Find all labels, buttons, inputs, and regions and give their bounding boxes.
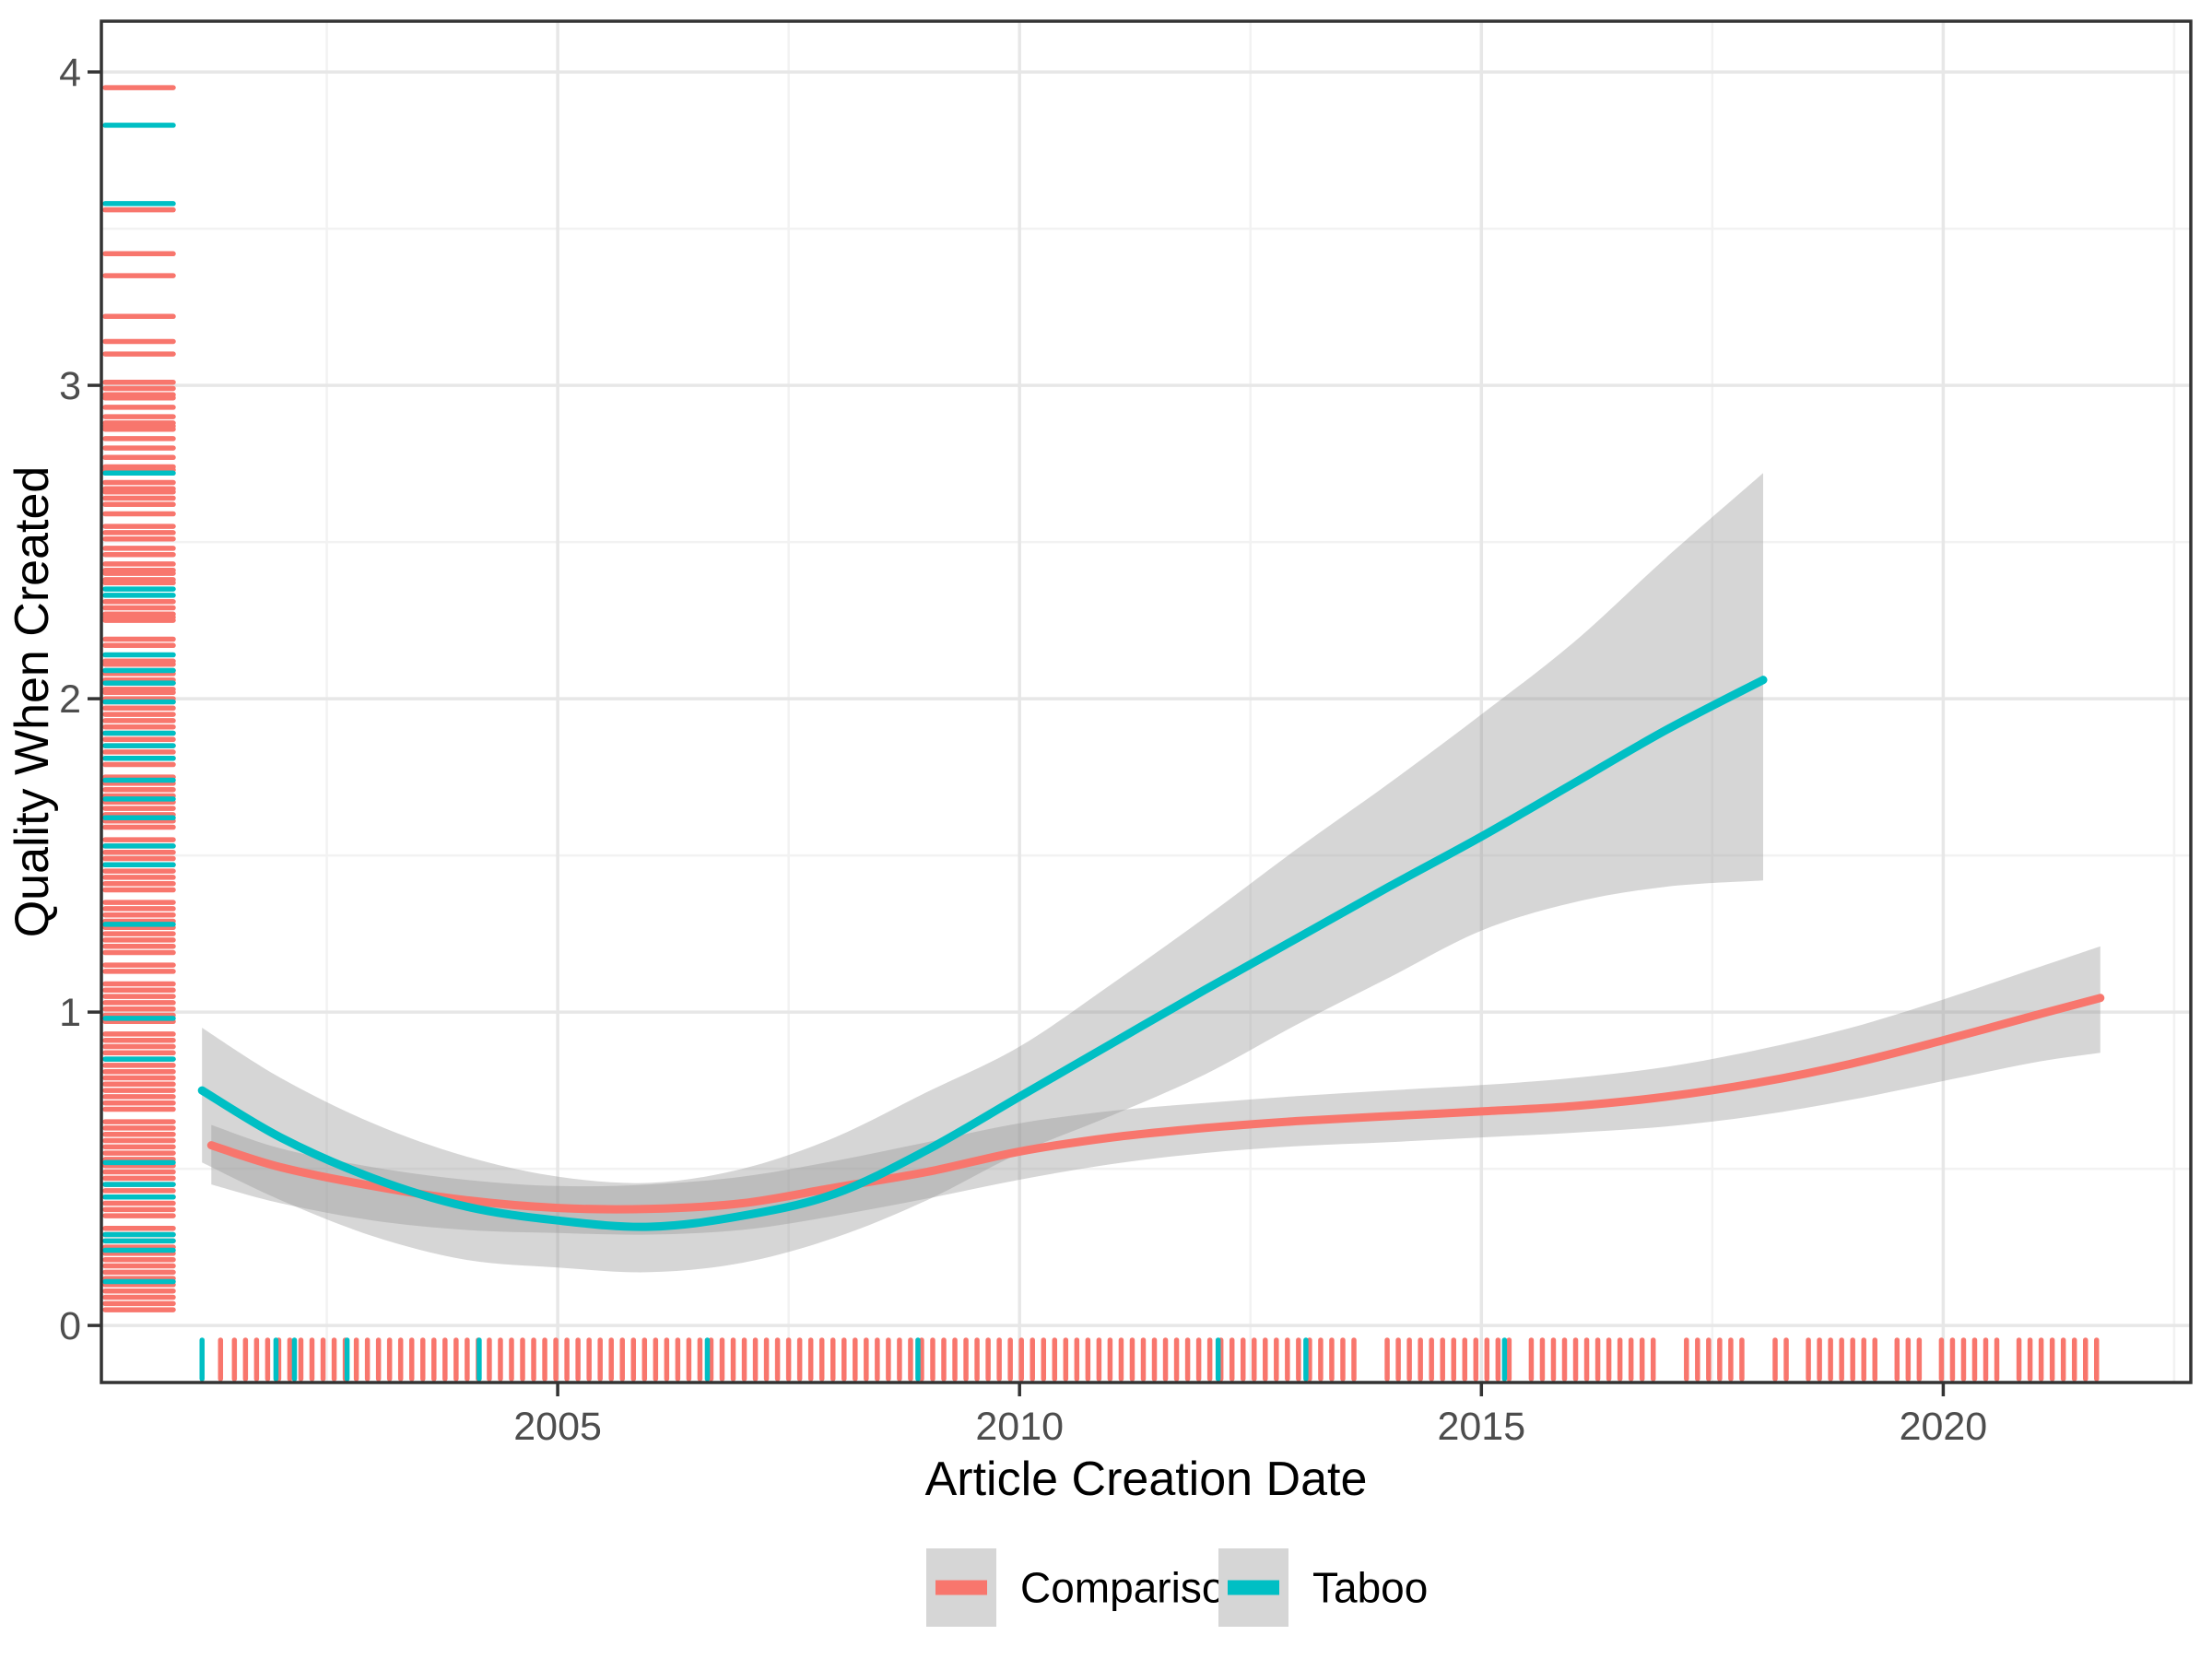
gridlines-minor [101,21,2191,1382]
rug-bottom [199,1337,2100,1382]
legend-label: Comparison [1020,1564,1249,1612]
x-tick-label: 2015 [1437,1405,1525,1449]
y-axis-title: Quality When Created [6,466,59,938]
x-axis-title: Article Creation Date [925,1453,1368,1506]
y-tick-label: 1 [59,991,81,1035]
y-tick-label: 3 [59,364,81,408]
axis-ticks [88,70,1946,1396]
legend: Comparison Taboo [926,1548,1428,1627]
gridlines-major [101,21,2191,1382]
ribbon-taboo [202,473,1764,1273]
y-tick-label: 2 [59,677,81,722]
panel-border [100,19,2193,1384]
x-tick-label: 2010 [975,1405,1064,1449]
x-axis-tick-labels: 2005 2010 2015 2020 [513,1405,1987,1449]
x-tick-label: 2005 [513,1405,602,1449]
x-tick-label: 2020 [1900,1405,1988,1449]
line-comparison [206,994,2105,1214]
rug-left [102,85,176,1312]
y-tick-label: 0 [59,1304,81,1348]
y-axis-tick-labels: 0 1 2 3 4 [59,51,81,1348]
legend-label: Taboo [1312,1564,1428,1612]
line-taboo [197,676,1768,1231]
panel-background [101,21,2191,1382]
y-tick-label: 4 [59,51,81,95]
